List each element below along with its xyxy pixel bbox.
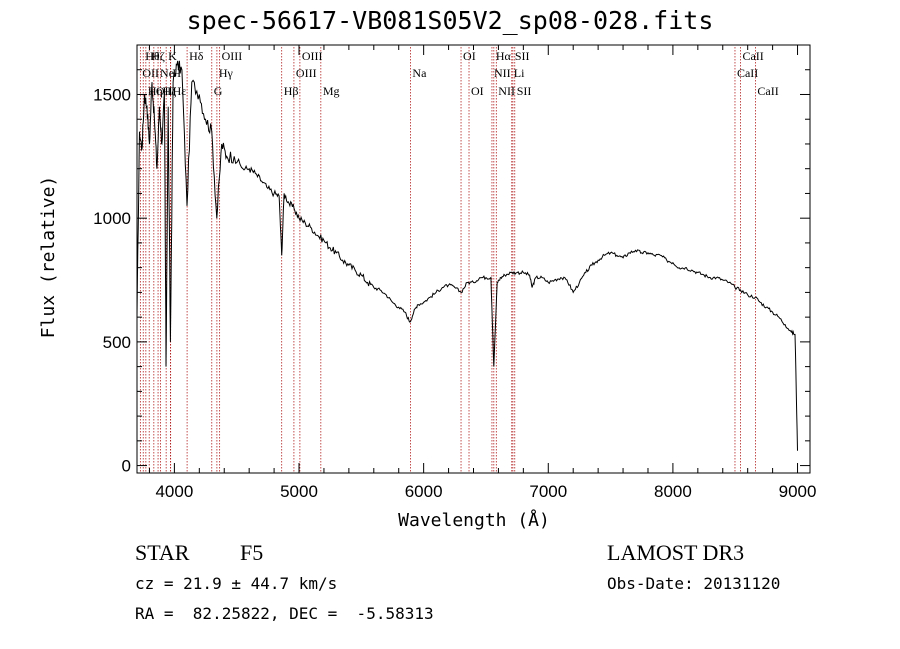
y-tick-label-0: 0 bbox=[122, 457, 131, 476]
obs-date: Obs-Date: 20131120 bbox=[607, 574, 781, 593]
y-tick-label-1: 500 bbox=[103, 333, 131, 352]
y-tick-label-3: 1500 bbox=[93, 85, 131, 104]
line-label-11: G bbox=[214, 84, 223, 98]
line-label-28: CaII bbox=[742, 49, 763, 63]
coordinates: RA = 82.25822, DEC = -5.58313 bbox=[135, 604, 434, 623]
chart-title: spec-56617-VB081S05V2_sp08-028.fits bbox=[186, 6, 714, 35]
line-label-3: Hζ bbox=[151, 49, 165, 63]
line-label-13: OIII bbox=[222, 49, 243, 63]
line-label-7: K bbox=[168, 49, 177, 63]
line-label-29: CaII bbox=[757, 84, 778, 98]
line-label-16: OIII bbox=[302, 49, 323, 63]
line-label-19: OI bbox=[463, 49, 476, 63]
x-tick-label-4: 8000 bbox=[654, 482, 692, 501]
line-label-1: Hθ bbox=[145, 49, 160, 63]
line-label-8: H bbox=[172, 66, 181, 80]
line-label-25: SII bbox=[515, 49, 530, 63]
object-class: STAR bbox=[135, 540, 190, 565]
y-tick-label-2: 1000 bbox=[93, 209, 131, 228]
redshift-cz: cz = 21.9 ± 44.7 km/s bbox=[135, 574, 338, 593]
x-tick-label-5: 9000 bbox=[779, 482, 817, 501]
line-label-9: Hε bbox=[173, 84, 187, 98]
x-axis-label: Wavelength (Å) bbox=[398, 510, 550, 531]
x-tick-label-2: 6000 bbox=[405, 482, 443, 501]
y-axis-label: Flux (relative) bbox=[38, 175, 59, 339]
plot-frame bbox=[136, 44, 811, 474]
x-tick-label-1: 5000 bbox=[280, 482, 318, 501]
line-label-22: Hα bbox=[496, 49, 512, 63]
line-label-5: Ne bbox=[160, 66, 174, 80]
line-label-17: Mg bbox=[323, 84, 340, 98]
line-label-15: OIII bbox=[296, 66, 317, 80]
line-label-18: Na bbox=[412, 66, 427, 80]
line-label-14: Hβ bbox=[284, 84, 299, 98]
survey-name: LAMOST DR3 bbox=[607, 540, 745, 565]
line-label-0: OII bbox=[142, 66, 159, 80]
line-label-20: OI bbox=[471, 84, 484, 98]
line-label-4: OII bbox=[156, 84, 173, 98]
line-label-26: SII bbox=[517, 84, 532, 98]
line-label-12: Hγ bbox=[219, 66, 234, 80]
line-label-24: Li bbox=[514, 66, 525, 80]
line-label-10: Hδ bbox=[189, 49, 204, 63]
line-label-27: CaII bbox=[737, 66, 758, 80]
x-tick-label-3: 7000 bbox=[529, 482, 567, 501]
x-tick-label-0: 4000 bbox=[155, 482, 193, 501]
line-label-21: NII bbox=[494, 66, 511, 80]
spectrum-line bbox=[136, 60, 798, 451]
object-subclass: F5 bbox=[240, 540, 264, 565]
line-label-23: NII bbox=[498, 84, 515, 98]
